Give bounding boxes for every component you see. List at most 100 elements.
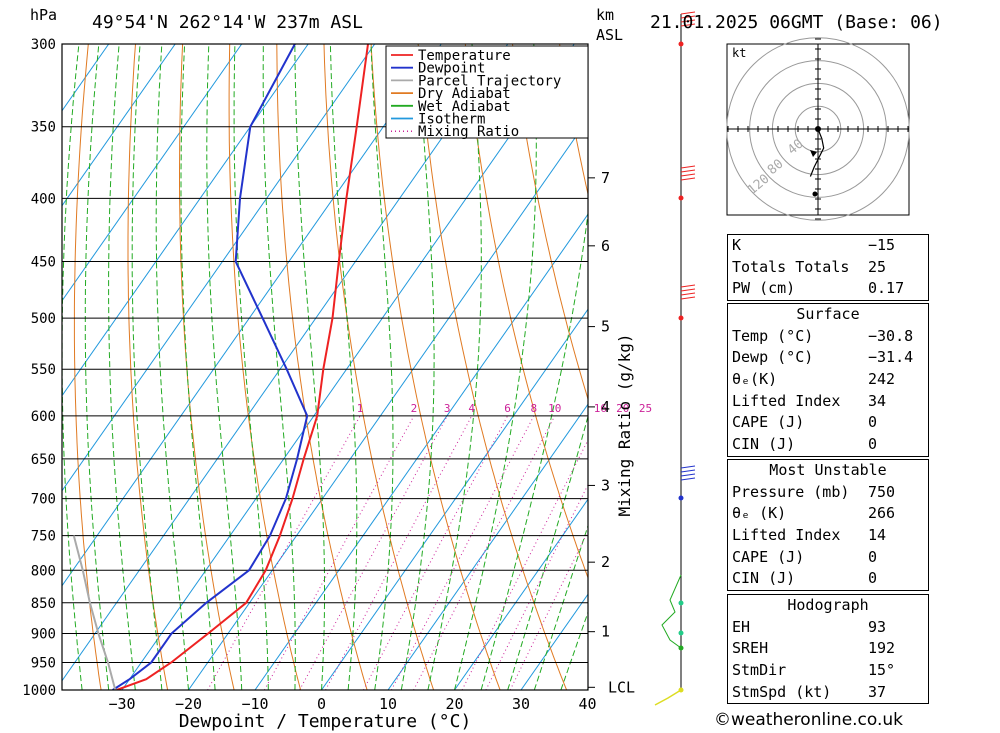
index-value: 93 — [868, 617, 887, 636]
wind-barb — [680, 465, 696, 469]
hodograph-unit-label: kt — [732, 46, 746, 60]
pressure-tick-label: 550 — [31, 362, 56, 378]
index-label: PW (cm) — [732, 279, 796, 298]
km-tick-label: 3 — [601, 476, 610, 494]
index-label: θₑ(K) — [732, 370, 778, 389]
index-row-pw: PW (cm) 0.17 — [728, 278, 928, 300]
dry-adiabat-line — [937, 44, 1000, 690]
temperature-tick-label: 0 — [317, 695, 326, 713]
legend-label: Dewpoint — [418, 61, 485, 77]
pressure-tick-label: 350 — [31, 120, 56, 136]
wet-adiabat-line — [427, 44, 482, 690]
index-table-most-unstable: Most Unstable Pressure (mb) 750 θₑ (K) 266… — [727, 459, 929, 592]
mixing-ratio-label: 16 — [594, 402, 607, 415]
index-label: SREH — [732, 639, 769, 658]
wet-adiabat-line — [507, 414, 588, 690]
asl-label: ASL — [596, 26, 623, 44]
mixing-ratio-label: 25 — [639, 402, 652, 415]
mixing-ratio-label: 4 — [468, 402, 475, 415]
index-label: θₑ (K) — [732, 504, 787, 523]
mu-row: θₑ (K) 266 — [728, 503, 928, 525]
index-value: −30.8 — [868, 326, 914, 345]
index-value: 0 — [868, 413, 878, 432]
surface-row: Dewp (°C) −31.4 — [728, 347, 928, 369]
plot-frame — [61, 43, 589, 691]
legend-label: Parcel Trajectory — [418, 73, 561, 89]
wind-level-dot — [678, 41, 684, 47]
section-title-hodograph: Hodograph — [728, 594, 928, 617]
wet-adiabat-line — [370, 44, 394, 690]
wet-adiabat-line — [233, 44, 269, 690]
index-label: Pressure (mb) — [732, 482, 850, 501]
index-label: EH — [732, 617, 751, 636]
surface-row: CAPE (J) 0 — [728, 412, 928, 434]
km-tick-label: 4 — [601, 398, 610, 416]
pressure-tick-label: 800 — [31, 563, 56, 579]
legend-box — [385, 45, 589, 139]
index-table-hodograph: Hodograph EH 93 SREH 192 StmDir 15° StmSpd … — [727, 594, 929, 705]
legend-label: Wet Adiabat — [418, 99, 511, 115]
index-table-top: K −15 Totals Totals 25 PW (cm) 0.17 — [727, 234, 929, 302]
mixing-ratio-label: 6 — [504, 402, 511, 415]
pressure-tick-label: 1000 — [22, 683, 56, 699]
wind-level-dot — [678, 630, 684, 636]
index-label: Totals Totals — [732, 257, 850, 276]
temperature-tick-label: 10 — [379, 695, 397, 713]
wet-adiabat-line — [131, 44, 163, 690]
isotherm-line — [62, 44, 509, 682]
wet-adiabat-line — [262, 44, 296, 690]
isotherm-line — [62, 44, 176, 207]
pressure-tick-label: 750 — [31, 529, 56, 545]
mixing-ratio-label: 20 — [616, 402, 629, 415]
hodograph-storm-motion — [812, 191, 818, 197]
km-tick-label: 1 — [601, 623, 610, 641]
mixing-ratio-line — [413, 415, 556, 690]
index-label: Dewp (°C) — [732, 348, 814, 367]
mixing-ratio-label: 10 — [548, 402, 561, 415]
mixing-ratio-line — [325, 415, 473, 690]
x-axis-title: Dewpoint / Temperature (°C) — [179, 711, 472, 732]
km-tick-label: 6 — [601, 237, 610, 255]
isotherm-line — [387, 403, 588, 690]
index-table-surface: Surface Temp (°C) −30.8 Dewp (°C) −31.4 θₑ… — [727, 303, 929, 457]
index-value: 15° — [868, 661, 896, 680]
pressure-tick-label: 400 — [31, 191, 56, 207]
wind-barb — [680, 177, 696, 181]
hodo-row: StmSpd (kt) 37 — [728, 682, 928, 704]
legend-label: Temperature — [418, 48, 511, 64]
isotherm-line — [254, 213, 588, 690]
legend-label: Mixing Ratio — [418, 124, 519, 140]
hodo-row: SREH 192 — [728, 638, 928, 660]
mixing-ratio-label: 3 — [444, 402, 451, 415]
pressure-tick-label: 300 — [31, 37, 56, 53]
dry-adiabat-line — [323, 44, 435, 690]
index-label: CIN (J) — [732, 569, 796, 588]
wind-barb — [680, 165, 696, 169]
index-value: 750 — [868, 482, 896, 501]
wind-barb — [680, 173, 696, 177]
mixing-ratio-line — [299, 415, 448, 690]
index-label: K — [732, 236, 742, 254]
wind-level-dot — [678, 600, 684, 606]
temperature-tick-label: −10 — [241, 695, 268, 713]
hodo-row: EH 93 — [728, 617, 928, 639]
mixing-ratio-label: 2 — [411, 402, 418, 415]
km-tick-label: 7 — [601, 169, 610, 187]
temperature-tick-label: 20 — [445, 695, 463, 713]
hpa-label: hPa — [30, 6, 57, 24]
series-parcel-trajectory — [72, 535, 117, 690]
wind-barb — [680, 169, 696, 173]
wind-barb — [680, 15, 696, 19]
mu-row: Lifted Index 14 — [728, 525, 928, 547]
index-value: 0.17 — [868, 279, 905, 298]
credit-link[interactable]: ©weatheronline.co.uk — [714, 710, 904, 730]
legend-label: Isotherm — [418, 112, 485, 128]
mu-row: Pressure (mb) 750 — [728, 482, 928, 504]
wind-barb — [680, 296, 696, 300]
dry-adiabat-line — [512, 44, 588, 401]
pressure-tick-label: 500 — [31, 311, 56, 327]
km-tick-label: 5 — [601, 318, 610, 336]
series-temperature — [116, 44, 369, 690]
datetime-title: 21.01.2025 06GMT (Base: 06) — [650, 12, 943, 33]
isotherm-line — [121, 44, 575, 690]
